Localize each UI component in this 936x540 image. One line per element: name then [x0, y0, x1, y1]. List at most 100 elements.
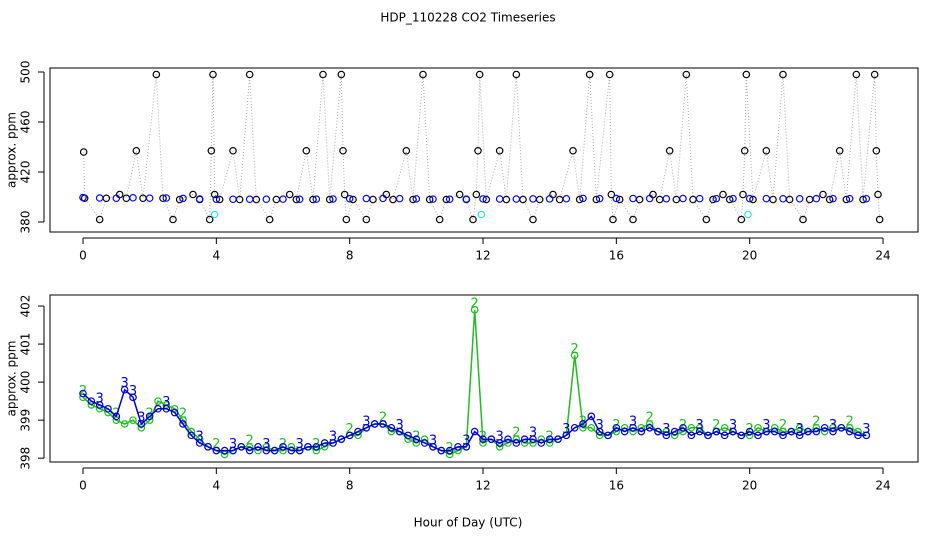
point-symbol: 3 [129, 384, 137, 399]
data-point [362, 423, 371, 432]
data-point [504, 435, 512, 443]
data-point [339, 146, 347, 155]
data-point [695, 427, 704, 436]
data-point [739, 190, 747, 199]
data-point [872, 146, 881, 155]
point-symbol: 2 [646, 410, 654, 425]
data-point [262, 446, 271, 455]
data-point [229, 446, 237, 455]
data-point [779, 70, 787, 79]
y-tick-label: 401 [19, 333, 33, 356]
data-point [104, 404, 112, 413]
point-symbol: 2 [612, 418, 620, 433]
data-point [145, 194, 154, 202]
data-point [709, 195, 717, 204]
data-point [837, 423, 846, 432]
y-tick-label: 399 [19, 409, 33, 432]
data-point [272, 195, 281, 204]
point-symbol: 3 [196, 429, 204, 444]
data-point [187, 431, 196, 440]
data-point [419, 70, 427, 79]
data-point [205, 215, 214, 224]
y-tick-label: 400 [19, 371, 33, 394]
data-point [245, 195, 254, 204]
point-symbol: 2 [146, 407, 154, 422]
data-point [129, 193, 137, 202]
x-tick-label: 0 [79, 249, 87, 263]
data-point [862, 431, 871, 440]
data-point [579, 194, 587, 203]
data-point [462, 442, 471, 451]
data-point [159, 194, 167, 203]
data-point [102, 194, 111, 203]
data-point [162, 404, 171, 413]
point-symbol: 2 [79, 384, 87, 399]
data-point [862, 194, 871, 203]
data-point [512, 70, 521, 79]
y-axis-label: approx. ppm [5, 341, 19, 417]
data-point [154, 397, 162, 405]
data-point [245, 70, 254, 79]
data-point [470, 427, 479, 436]
data-point [799, 215, 807, 224]
data-point [370, 420, 379, 428]
data-point [629, 423, 637, 432]
data-point [795, 423, 804, 432]
data-point [212, 446, 221, 455]
data-point [412, 435, 421, 443]
data-point [169, 215, 177, 224]
data-point [825, 195, 834, 204]
data-point [122, 194, 131, 203]
data-point [95, 215, 104, 224]
data-point [179, 420, 187, 428]
data-point [620, 427, 629, 436]
data-point [237, 442, 246, 451]
data-point [337, 70, 346, 79]
data-point [870, 70, 879, 79]
data-point [829, 427, 837, 436]
data-point [662, 431, 671, 440]
data-point [585, 70, 594, 79]
data-point [512, 439, 521, 447]
point-symbol: 3 [862, 422, 870, 437]
point-symbol: 3 [429, 433, 437, 448]
point-symbol: 2 [712, 418, 720, 433]
data-point [859, 195, 867, 204]
data-point [754, 431, 762, 440]
data-point [569, 146, 577, 155]
data-point [729, 427, 737, 436]
data-point [129, 393, 137, 402]
x-axis-label: Hour of Day (UTC) [414, 516, 523, 530]
point-symbol: 3 [729, 418, 737, 433]
data-point [262, 195, 271, 204]
data-point [329, 439, 337, 447]
data-point [362, 215, 371, 224]
data-point [852, 70, 861, 79]
data-point [519, 195, 527, 204]
x-tick-label: 16 [609, 479, 624, 493]
data-point [575, 195, 584, 204]
data-point [479, 195, 487, 203]
point-symbol: 2 [571, 342, 579, 357]
data-point [805, 195, 814, 204]
data-point [470, 306, 479, 314]
data-point [609, 215, 617, 224]
point-symbol: 3 [162, 395, 170, 410]
data-point [395, 427, 404, 436]
data-point [292, 195, 301, 204]
data-point [435, 215, 444, 224]
data-point [587, 412, 596, 421]
point-symbol: 3 [829, 418, 837, 433]
data-point [195, 195, 204, 203]
data-point [819, 190, 827, 199]
data-point [354, 427, 362, 436]
data-point [645, 194, 654, 203]
data-point [712, 194, 721, 203]
data-point [79, 193, 87, 202]
point-symbol: 2 [471, 296, 479, 311]
data-point [762, 146, 771, 155]
data-point [562, 194, 571, 203]
data-point [795, 431, 804, 440]
data-point [512, 195, 521, 203]
data-point [162, 194, 171, 202]
